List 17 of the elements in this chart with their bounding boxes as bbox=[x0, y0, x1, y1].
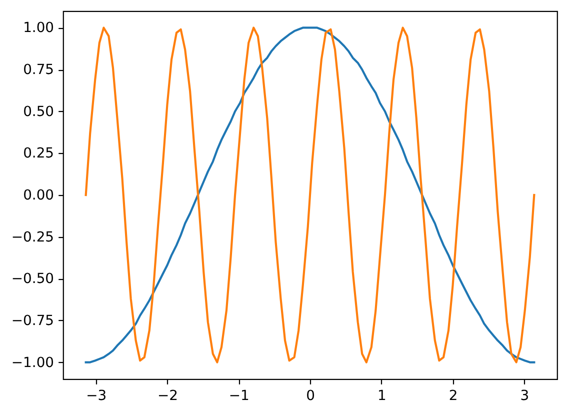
y-tick-label: −0.75 bbox=[11, 312, 54, 329]
y-tick-label: 0.00 bbox=[23, 188, 54, 204]
x-tick-label: 3 bbox=[520, 388, 530, 404]
y-tick-label: −0.50 bbox=[11, 271, 54, 288]
y-tick-label: 0.25 bbox=[23, 146, 54, 162]
y-tick-label: −0.25 bbox=[11, 229, 54, 246]
line-series bbox=[84, 26, 536, 364]
x-tick-label: 0 bbox=[306, 388, 315, 404]
x-tick-label: −3 bbox=[86, 388, 107, 404]
x-tick-label: 1 bbox=[377, 388, 386, 404]
x-tick-label: −1 bbox=[228, 388, 250, 404]
y-tick-label: 1.00 bbox=[23, 20, 54, 36]
x-tick-label: −2 bbox=[157, 388, 178, 404]
x-tick-label: 2 bbox=[448, 388, 458, 404]
y-tick-label: 0.75 bbox=[23, 62, 54, 78]
y-tick-label: −1.00 bbox=[11, 354, 54, 371]
y-tick-label: 0.50 bbox=[23, 104, 54, 120]
